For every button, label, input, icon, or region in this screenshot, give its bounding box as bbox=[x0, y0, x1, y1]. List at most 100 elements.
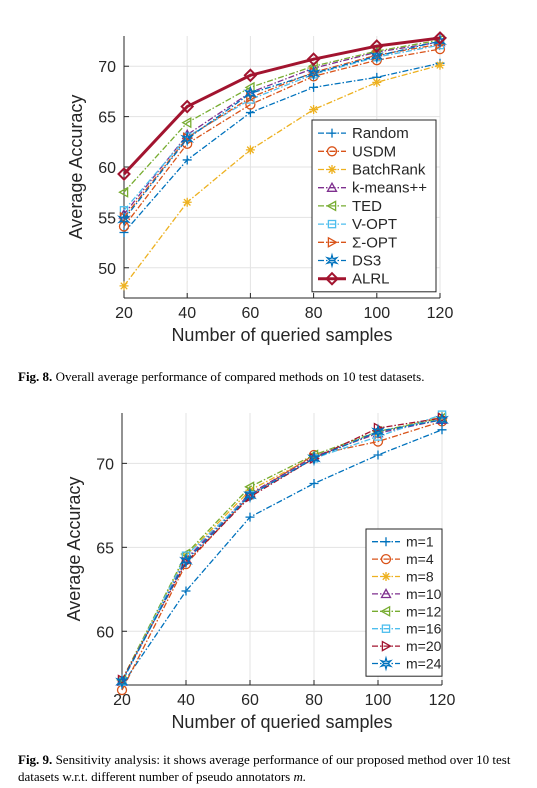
fig9-point-m-8 bbox=[117, 675, 127, 685]
fig8-legend-label-alrl: ALRL bbox=[352, 271, 390, 288]
fig8-legend-label-ds3: DS3 bbox=[352, 253, 381, 270]
fig9-x-axis-label: Number of queried samples bbox=[171, 712, 392, 732]
fig8-point-batchrank bbox=[309, 105, 319, 115]
fig9-x-tick-label: 80 bbox=[305, 692, 323, 709]
fig8-point-ds3 bbox=[180, 130, 195, 147]
fig9-point-m-24 bbox=[243, 487, 257, 504]
fig9-series-line-m-1 bbox=[121, 429, 443, 686]
fig9-legend-marker-m-8 bbox=[381, 572, 391, 581]
fig8-legend-marker-batchrank bbox=[327, 165, 337, 174]
fig8-point-ds3 bbox=[306, 65, 321, 82]
fig9-legend-marker-m-1 bbox=[381, 537, 391, 547]
fig8-legend-label-random: Random bbox=[352, 125, 409, 142]
fig9-legend-label-m-12: m=12 bbox=[406, 603, 442, 619]
fig8-x-tick-label: 80 bbox=[305, 305, 323, 322]
fig8-point-alrl bbox=[117, 167, 131, 181]
fig9-series-line-m-10 bbox=[121, 419, 443, 682]
fig9-legend-box bbox=[365, 528, 443, 677]
fig8-series-random bbox=[119, 58, 445, 237]
fig9-point-m-24 bbox=[115, 673, 129, 690]
fig9-point-m-1 bbox=[245, 512, 255, 522]
fig8-legend-marker-usdm bbox=[326, 146, 338, 157]
fig9-legend-marker-m-12 bbox=[380, 605, 391, 617]
fig8-axes: 20 40 60 80 100 120 50 55 60 65 70 bbox=[98, 36, 453, 322]
fig8-series-line-random bbox=[123, 62, 441, 233]
fig9-legend-marker-m-16 bbox=[381, 624, 391, 633]
fig8-series-line-usdm bbox=[123, 48, 441, 227]
fig8-y-tick-label: 60 bbox=[98, 160, 116, 177]
fig8-point-random bbox=[182, 155, 192, 165]
fig9-legend-marker-m-20 bbox=[381, 640, 392, 652]
fig9-point-m-24 bbox=[371, 423, 385, 440]
fig9-point-m-1 bbox=[181, 586, 191, 596]
figure-8-caption: Fig. 8. Overall average performance of c… bbox=[18, 368, 530, 385]
fig9-x-tick-label: 120 bbox=[429, 692, 456, 709]
fig8-legend-marker-ds3 bbox=[325, 252, 339, 269]
fig8-point-alrl bbox=[306, 52, 321, 67]
fig9-legend-label-m-4: m=4 bbox=[406, 551, 434, 567]
fig8-legend-marker-v-opt bbox=[327, 219, 337, 229]
fig8-point-ds3 bbox=[369, 48, 384, 65]
fig9-legend-label-m-10: m=10 bbox=[406, 586, 442, 602]
figure-9-caption-label: Fig. 9. bbox=[18, 752, 53, 767]
fig8-point-batchrank bbox=[435, 60, 445, 70]
figure-9-caption-text: Sensitivity analysis: it shows average p… bbox=[18, 752, 511, 784]
fig8-point-alrl bbox=[369, 39, 384, 53]
fig9-point-m-1 bbox=[309, 479, 319, 489]
fig8-series-line-v-opt bbox=[123, 44, 441, 211]
fig8-point-batchrank bbox=[245, 145, 255, 155]
fig9-legend-label-m-1: m=1 bbox=[406, 534, 434, 550]
fig8-legend-marker-ted bbox=[326, 200, 337, 212]
fig8-series-line-alrl bbox=[122, 36, 441, 176]
fig8-legend-label-batchrank: BatchRank bbox=[352, 162, 426, 179]
fig9-y-tick-label: 60 bbox=[96, 624, 114, 641]
fig9-point-m-24 bbox=[179, 552, 193, 569]
fig8-legend-label-usdm: USDM bbox=[352, 143, 396, 160]
fig8-point-alrl bbox=[180, 99, 195, 114]
fig9-legend-marker-m-4 bbox=[380, 553, 392, 565]
fig9-x-tick-label: 100 bbox=[365, 692, 392, 709]
fig8-y-tick-label: 55 bbox=[98, 210, 116, 227]
fig8-series-line-ted bbox=[123, 39, 441, 193]
fig8-legend-marker-random bbox=[327, 128, 337, 138]
fig8-x-tick-label: 40 bbox=[178, 305, 196, 322]
fig8-y-tick-label: 50 bbox=[98, 261, 116, 278]
fig8-point-random bbox=[119, 228, 129, 237]
fig8-point-batchrank bbox=[119, 281, 129, 291]
fig8-point-batchrank bbox=[182, 197, 192, 207]
fig9-legend-marker-m-10 bbox=[380, 588, 392, 599]
fig8-point-usdm bbox=[118, 221, 130, 232]
fig8-y-tick-label: 65 bbox=[98, 110, 116, 127]
fig8-point-batchrank bbox=[372, 77, 382, 87]
fig8-series-line-opt bbox=[123, 43, 441, 218]
fig8-x-tick-label: 100 bbox=[363, 305, 390, 322]
fig8-legend-marker-opt bbox=[327, 236, 338, 248]
fig9-y-tick-label: 65 bbox=[96, 540, 114, 557]
fig9-point-m-24 bbox=[307, 450, 321, 467]
fig8-point-ted bbox=[181, 117, 192, 129]
fig9-x-tick-label: 40 bbox=[177, 692, 195, 709]
fig8-point-alrl bbox=[433, 31, 447, 45]
fig8-x-tick-label: 20 bbox=[115, 305, 133, 322]
fig8-series-line-batchrank bbox=[123, 64, 441, 287]
fig8-point-ted bbox=[118, 186, 129, 198]
fig8-legend-label-ted: TED bbox=[352, 198, 382, 215]
fig9-legend-label-m-16: m=16 bbox=[406, 621, 442, 637]
fig9-legend-label-m-24: m=24 bbox=[406, 656, 442, 672]
fig8-legend-label-v-opt: V-OPT bbox=[352, 216, 397, 233]
fig9-y-tick-label: 70 bbox=[96, 456, 114, 473]
fig9-point-m-24 bbox=[435, 411, 449, 428]
fig8-legend-marker-k-means bbox=[326, 181, 338, 192]
figure-8-caption-text: Overall average performance of compared … bbox=[55, 369, 425, 384]
fig8-point-random bbox=[309, 82, 319, 92]
fig8-point-alrl bbox=[243, 68, 258, 83]
figure-8-caption-label: Fig. 8. bbox=[18, 369, 53, 384]
figure-9-chart: 20 40 60 80 100 120 60 65 70 Number of queried sa… bbox=[64, 410, 456, 732]
fig9-legend-label-m-20: m=20 bbox=[406, 638, 442, 654]
fig9-point-m-16 bbox=[373, 432, 383, 441]
fig9-series-line-m-24 bbox=[121, 419, 443, 682]
fig9-legend-marker-m-24 bbox=[379, 655, 393, 672]
fig8-legend-marker-alrl bbox=[325, 271, 339, 286]
fig9-x-tick-label: 20 bbox=[113, 692, 131, 709]
